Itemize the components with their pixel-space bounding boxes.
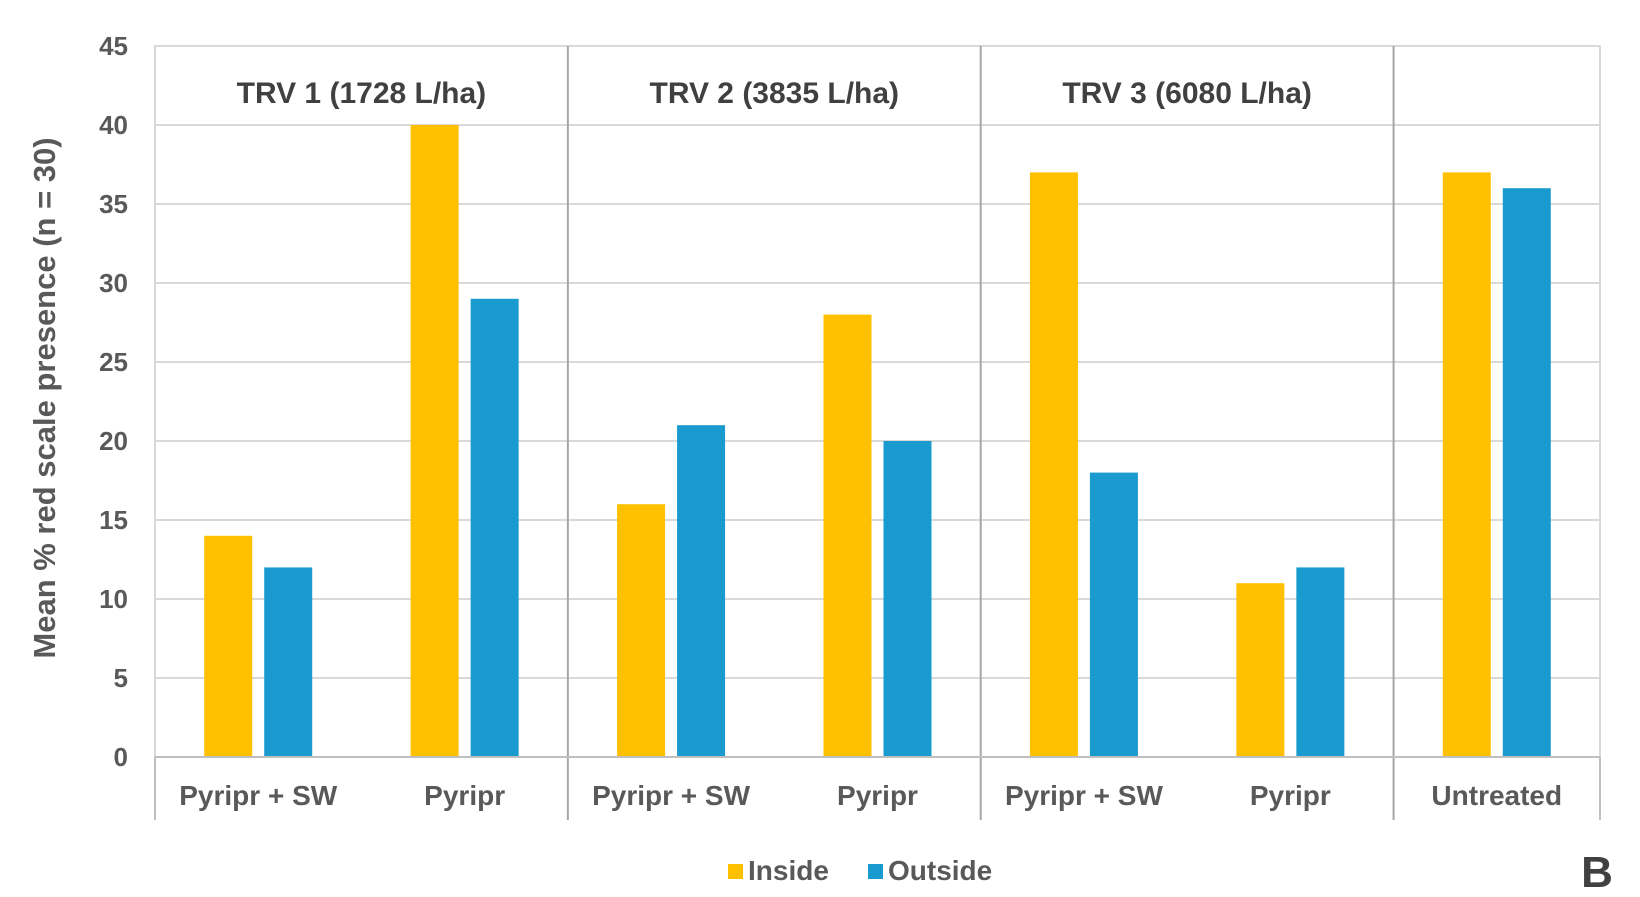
category-label: Pyripr xyxy=(1250,780,1331,811)
category-label: Pyripr + SW xyxy=(592,780,751,811)
y-tick-label: 15 xyxy=(99,505,128,535)
category-labels: Pyripr + SW Pyripr Pyripr + SW Pyripr Pyripr… xyxy=(179,780,1562,811)
plot-area-border xyxy=(154,45,1601,758)
y-tick-label: 35 xyxy=(99,189,128,219)
legend-swatch-inside xyxy=(728,864,743,879)
bar-inside-6 xyxy=(1442,172,1491,757)
bar-outside-6 xyxy=(1502,188,1551,757)
y-axis-label: Mean % red scale presence (n = 30) xyxy=(27,137,62,658)
bar-outside-3 xyxy=(883,441,932,757)
legend-label-inside: Inside xyxy=(748,855,829,886)
y-tick-label: 0 xyxy=(114,742,128,772)
group-label: TRV 2 (3835 L/ha) xyxy=(650,77,900,110)
panel-label: B xyxy=(1581,848,1613,897)
category-label: Pyripr + SW xyxy=(179,780,338,811)
bar-outside-5 xyxy=(1296,567,1345,757)
y-tick-label: 10 xyxy=(99,584,128,614)
y-tick-label: 30 xyxy=(99,268,128,298)
group-label: TRV 1 (1728 L/ha) xyxy=(237,77,487,110)
bar-inside-3 xyxy=(823,314,872,757)
y-tick-label: 25 xyxy=(99,347,128,377)
legend: Inside Outside xyxy=(728,855,992,886)
bar-inside-0 xyxy=(204,535,253,757)
category-label: Untreated xyxy=(1431,780,1562,811)
bar-inside-1 xyxy=(410,125,459,757)
y-tick-label: 40 xyxy=(99,110,128,140)
y-axis-ticks: 0 5 10 15 20 25 30 35 40 45 xyxy=(99,31,128,772)
group-labels: TRV 1 (1728 L/ha) TRV 2 (3835 L/ha) TRV 3 … xyxy=(237,77,1312,110)
bar-outside-4 xyxy=(1089,472,1138,757)
y-tick-label: 5 xyxy=(114,663,128,693)
bar-outside-2 xyxy=(677,425,726,757)
gridlines xyxy=(154,45,1601,758)
category-label: Pyripr xyxy=(837,780,918,811)
group-dividers xyxy=(154,46,1601,820)
legend-label-outside: Outside xyxy=(888,855,992,886)
bars xyxy=(204,125,1551,757)
legend-swatch-outside xyxy=(868,864,883,879)
bar-outside-0 xyxy=(264,567,313,757)
group-label: TRV 3 (6080 L/ha) xyxy=(1062,77,1312,110)
category-label: Pyripr xyxy=(424,780,505,811)
category-label: Pyripr + SW xyxy=(1005,780,1164,811)
bar-inside-5 xyxy=(1236,583,1285,757)
bar-outside-1 xyxy=(470,298,519,757)
bar-inside-4 xyxy=(1029,172,1078,757)
bar-inside-2 xyxy=(617,504,666,757)
y-tick-label: 20 xyxy=(99,426,128,456)
y-tick-label: 45 xyxy=(99,31,128,61)
